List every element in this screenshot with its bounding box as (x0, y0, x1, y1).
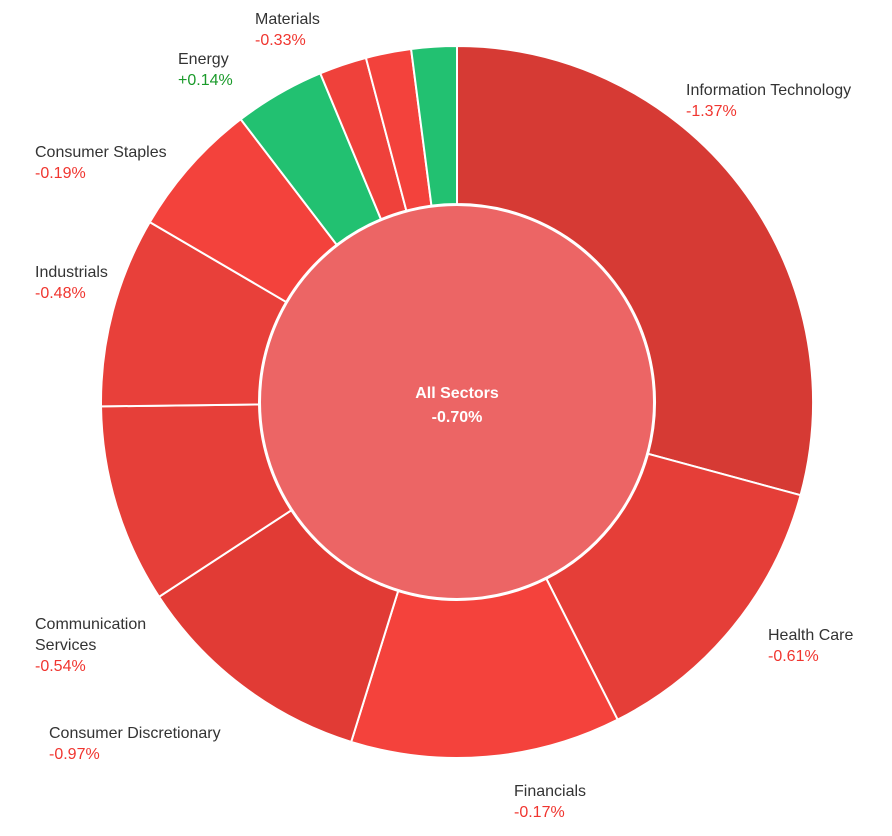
slice-labels: Information Technology -1.37% Health Care -… (35, 11, 853, 821)
slice-label-materials: Materials (255, 11, 320, 28)
slice-label-consumer-discretionary: Consumer Discretionary (49, 725, 221, 742)
slice-label-financials: Financials (514, 783, 586, 800)
slice-label-consumer-staples: Consumer Staples (35, 144, 167, 161)
donut-slices (100, 44, 814, 759)
slice-label-information-technology: Information Technology (686, 82, 851, 99)
center-circle[interactable] (259, 204, 655, 600)
slice-change-energy: +0.14% (178, 72, 233, 89)
slice-label-energy: Energy (178, 51, 229, 68)
slice-change-industrials: -0.48% (35, 285, 86, 302)
center-label: All Sectors (415, 385, 499, 402)
slice-label-communication-services: Communication (35, 616, 146, 633)
slice-change-financials: -0.17% (514, 804, 565, 821)
slice-label-health-care: Health Care (768, 627, 853, 644)
slice-change-consumer-discretionary: -0.97% (49, 746, 100, 763)
slice-change-consumer-staples: -0.19% (35, 165, 86, 182)
slice-label-communication-services: Services (35, 637, 96, 654)
slice-label-industrials: Industrials (35, 264, 108, 281)
slice-change-materials: -0.33% (255, 32, 306, 49)
slice-change-communication-services: -0.54% (35, 658, 86, 675)
slice-change-information-technology: -1.37% (686, 103, 737, 120)
center-change-value: -0.70% (432, 409, 483, 426)
slice-change-health-care: -0.61% (768, 648, 819, 665)
